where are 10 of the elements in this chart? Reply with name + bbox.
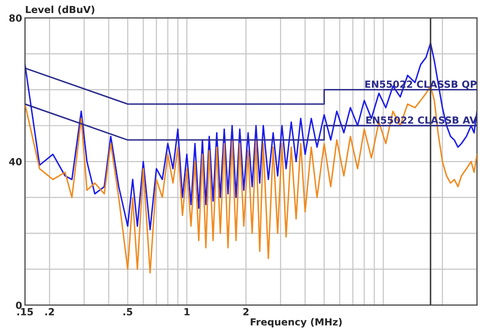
x-axis-title: Frequency (MHz) [250,318,342,328]
x-tick-label: .5 [123,308,132,316]
y-tick-label: 40 [9,158,22,166]
y-tick-label: 0 [16,302,22,309]
x-tick-label: .2 [45,308,54,316]
x-tick-label: .15 [17,308,33,316]
x-tick-label: 2 [243,308,249,316]
x-tick-label: 1 [184,308,190,316]
y-axis-title: Level (dBuV) [26,6,94,14]
y-tick-label: 80 [9,14,22,22]
